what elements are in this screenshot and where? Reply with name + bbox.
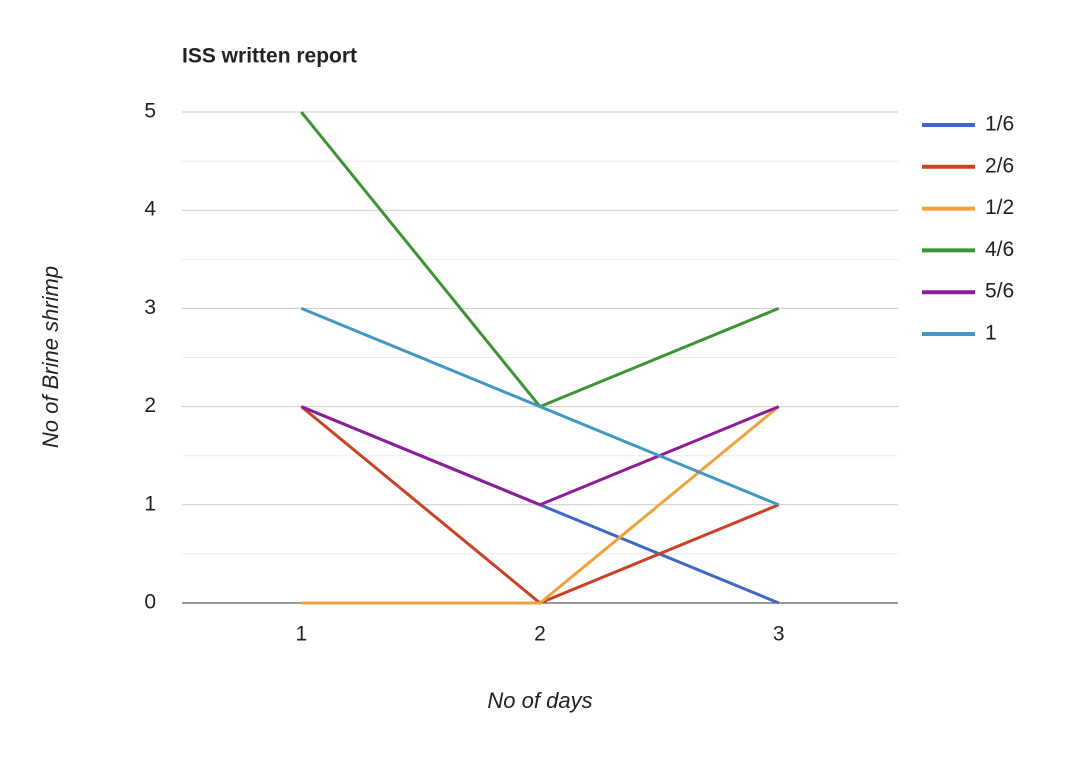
y-tick-label: 4 [144, 198, 156, 221]
x-tick-label: 1 [295, 623, 307, 646]
series-line [300, 307, 780, 507]
legend-label: 4/6 [985, 238, 1014, 261]
y-tick-label: 2 [144, 394, 156, 417]
legend-label: 2/6 [985, 154, 1014, 177]
y-tick-label: 3 [144, 296, 156, 319]
y-axis-label: No of Brine shrimp [38, 266, 63, 448]
legend-label: 1 [985, 322, 997, 345]
x-tick-label: 3 [773, 623, 785, 646]
legend-label: 1/2 [985, 196, 1014, 219]
x-axis-label: No of days [487, 688, 592, 713]
y-tick-label: 1 [144, 492, 156, 515]
y-tick-label: 5 [144, 100, 156, 123]
chart-title: ISS written report [182, 45, 357, 68]
x-tick-label: 2 [534, 623, 546, 646]
legend-label: 1/6 [985, 113, 1014, 136]
series-line [300, 405, 780, 507]
y-tick-label: 0 [144, 591, 156, 614]
legend-label: 5/6 [985, 280, 1014, 303]
